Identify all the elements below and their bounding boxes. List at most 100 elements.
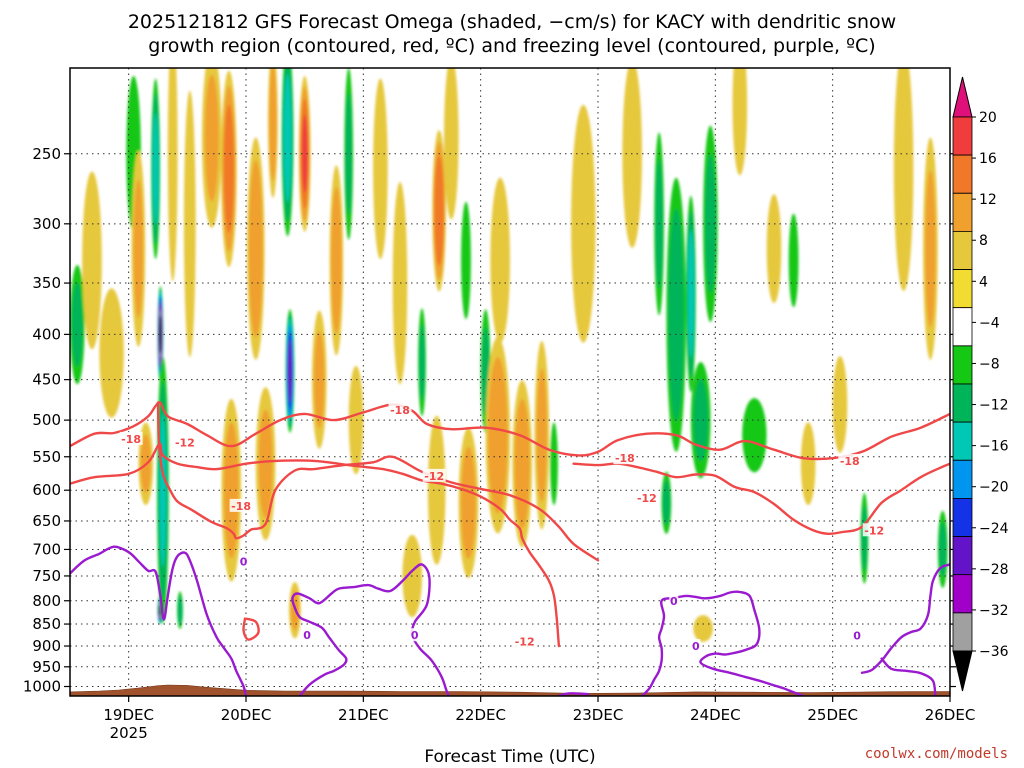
contour-label-bg-8 bbox=[838, 453, 862, 467]
omega-cell-51-4 bbox=[732, 68, 748, 176]
contour-label-8: -18 bbox=[840, 455, 860, 468]
omega-cell-1-4 bbox=[82, 171, 102, 350]
omega-cell-48-8 bbox=[693, 379, 708, 462]
y-tick-label-400: 400 bbox=[32, 325, 61, 343]
x-tick-label-21DEC: 21DEC bbox=[338, 706, 389, 724]
contour-label-bg-6 bbox=[613, 451, 637, 465]
omega-cell-33-4 bbox=[444, 68, 459, 220]
contour-label-14: 0 bbox=[692, 640, 700, 653]
contour-label-10: 0 bbox=[240, 555, 248, 568]
contour-label-bg-1 bbox=[173, 435, 197, 449]
contour-label-bg-5 bbox=[513, 634, 537, 648]
colorbar-box-11 bbox=[952, 536, 973, 576]
colorbar-box-7 bbox=[952, 383, 973, 423]
colorbar-label-5: −4 bbox=[979, 315, 1000, 331]
colorbar-box-12 bbox=[952, 574, 973, 614]
contour-label-bg-11 bbox=[302, 628, 312, 642]
y-tick-label-500: 500 bbox=[32, 411, 61, 429]
colorbar-box-3 bbox=[952, 230, 973, 270]
omega-cell-46-8 bbox=[668, 208, 684, 421]
y-tick-label-550: 550 bbox=[32, 448, 61, 466]
contour-label-bg-9 bbox=[862, 523, 886, 537]
terrain-surface bbox=[70, 684, 950, 696]
x-tick-label-26DEC: 26DEC bbox=[925, 706, 976, 724]
colorbar-label-13: −36 bbox=[979, 644, 1009, 660]
colorbar-box-13 bbox=[952, 612, 973, 652]
colorbar-bottom-arrow bbox=[952, 650, 973, 692]
omega-cell-47-12 bbox=[687, 229, 695, 359]
omega-cell-54-4 bbox=[788, 213, 799, 308]
colorbar-label-6: −8 bbox=[979, 356, 1000, 372]
omega-cell-55-4 bbox=[800, 422, 816, 506]
colorbar-box-5 bbox=[952, 307, 973, 347]
omega-cell-4-8 bbox=[133, 179, 144, 318]
contour-label-11: 0 bbox=[303, 629, 311, 642]
contour-label-4: -12 bbox=[424, 470, 444, 483]
contour-label-6: -18 bbox=[615, 452, 635, 465]
y-axis: 250 300 350 400 450 500 550 600 650 700 750 800 850 9… bbox=[23, 145, 956, 696]
contour-label-bg-10 bbox=[239, 554, 249, 568]
omega-cell-9-12 bbox=[159, 413, 167, 568]
y-tick-label-350: 350 bbox=[32, 274, 61, 292]
omega-cell-38-4 bbox=[490, 177, 511, 344]
omega-cell-20-24 bbox=[287, 339, 293, 403]
freezing-contour-e bbox=[860, 563, 950, 674]
omega-cell-11-8 bbox=[177, 595, 183, 625]
colorbar-label-10: −24 bbox=[979, 521, 1009, 537]
dgz-contour-minus12-mid bbox=[572, 462, 950, 536]
colorbar-label-0: 20 bbox=[979, 110, 997, 126]
omega-cell-58-4 bbox=[893, 68, 914, 291]
contour-label-bg-14 bbox=[691, 639, 701, 653]
colorbar-top-arrow bbox=[952, 76, 973, 118]
colorbar-label-4: 4 bbox=[979, 274, 988, 290]
plot-frame bbox=[69, 67, 951, 697]
omega-cell-43-4 bbox=[622, 68, 642, 248]
colorbar-label-12: −32 bbox=[979, 603, 1009, 619]
x-tick-label-20DEC: 20DEC bbox=[221, 706, 272, 724]
omega-cell-49-8 bbox=[705, 154, 716, 294]
contour-label-1: -12 bbox=[175, 437, 195, 450]
omega-cell-10-4 bbox=[167, 68, 178, 282]
omega-cell-53-4 bbox=[766, 194, 782, 303]
contour-label-bg-4 bbox=[422, 468, 446, 482]
omega-cell-59-8 bbox=[925, 170, 936, 328]
omega-cell-39-8 bbox=[514, 398, 530, 529]
colorbar-label-7: −12 bbox=[979, 398, 1009, 414]
omega-cell-22-16 bbox=[301, 114, 308, 193]
omega-cell-32-12 bbox=[434, 155, 444, 266]
omega-cell-24-8 bbox=[331, 186, 342, 334]
contour-label-12: 0 bbox=[411, 629, 419, 642]
dgz-contour-minus18-upper bbox=[70, 401, 950, 461]
gridlines bbox=[70, 68, 950, 696]
y-tick-label-250: 250 bbox=[32, 145, 61, 163]
omega-cell-40-8 bbox=[536, 368, 547, 502]
contours bbox=[70, 401, 950, 696]
omega-cell-2-4 bbox=[99, 288, 124, 418]
terrain bbox=[70, 684, 950, 696]
colorbar-box-10 bbox=[952, 497, 973, 537]
omega-cell-52-4 bbox=[742, 398, 767, 473]
omega-cell-42-4 bbox=[571, 104, 596, 343]
y-tick-label-450: 450 bbox=[32, 371, 61, 389]
x-tick-sublabel-19DEC: 2025 bbox=[110, 724, 148, 742]
contour-label-5: -12 bbox=[515, 636, 535, 649]
omega-cell-12-4 bbox=[183, 90, 196, 357]
colorbar-box-6 bbox=[952, 345, 973, 385]
omega-cell-19-12 bbox=[283, 73, 292, 203]
omega-cell-31-4 bbox=[427, 415, 446, 565]
contour-label-3: -18 bbox=[390, 404, 410, 417]
contour-label-9: -12 bbox=[864, 524, 884, 537]
y-tick-label-750: 750 bbox=[32, 567, 61, 585]
y-tick-label-700: 700 bbox=[32, 540, 61, 558]
contour-label-bg-12 bbox=[410, 628, 420, 642]
contour-label-0: -18 bbox=[121, 433, 141, 446]
omega-cell-35-8 bbox=[461, 446, 476, 559]
contour-label-2: -18 bbox=[231, 500, 251, 513]
colorbar-label-9: −20 bbox=[979, 480, 1009, 496]
y-tick-label-300: 300 bbox=[32, 215, 61, 233]
colorbar-box-0 bbox=[952, 116, 973, 156]
omega-cell-6-12 bbox=[152, 112, 159, 225]
omega-cell-13-8 bbox=[204, 74, 219, 202]
omega-cell-56-4 bbox=[832, 356, 848, 453]
